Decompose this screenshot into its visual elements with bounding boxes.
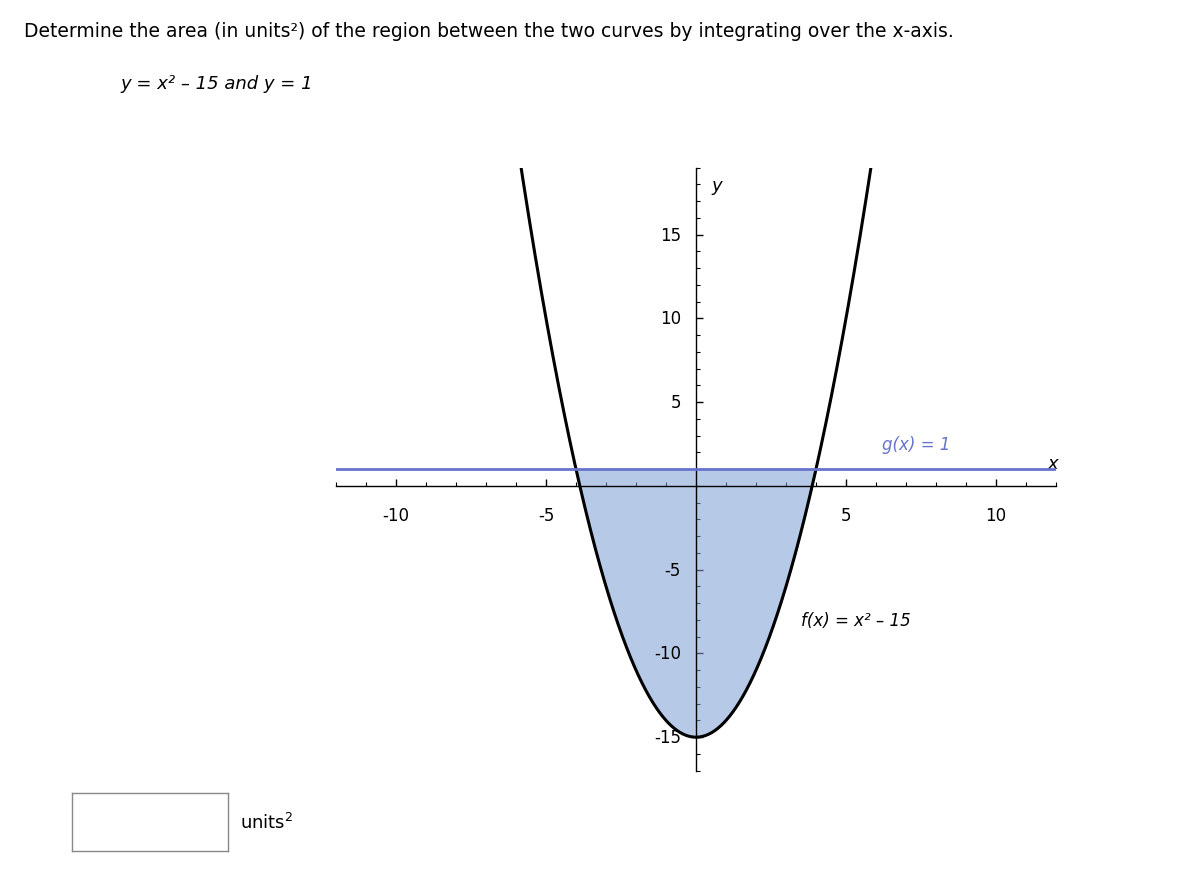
Text: y = x² – 15 and y = 1: y = x² – 15 and y = 1 (120, 75, 313, 93)
Text: -10: -10 (654, 645, 682, 663)
Text: x: x (1046, 455, 1057, 473)
Text: -15: -15 (654, 728, 682, 746)
Text: 5: 5 (841, 507, 851, 525)
Text: g(x) = 1: g(x) = 1 (882, 436, 950, 454)
Text: -5: -5 (538, 507, 554, 525)
Text: f(x) = x² – 15: f(x) = x² – 15 (802, 611, 911, 629)
Text: 10: 10 (985, 507, 1007, 525)
Text: 10: 10 (660, 310, 682, 328)
Text: 5: 5 (671, 393, 682, 412)
Text: Determine the area (in units²) of the region between the two curves by integrati: Determine the area (in units²) of the re… (24, 22, 954, 41)
Text: y: y (710, 176, 721, 195)
Text: -10: -10 (383, 507, 409, 525)
Text: 15: 15 (660, 226, 682, 245)
Text: -5: -5 (665, 561, 682, 579)
Text: units$^2$: units$^2$ (240, 812, 293, 832)
